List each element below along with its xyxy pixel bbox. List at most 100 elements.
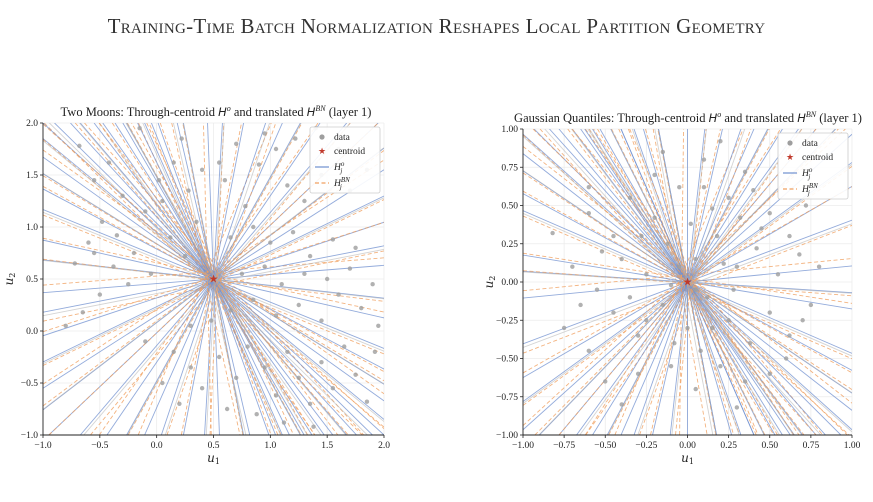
y-tick-label: −1.00 [496, 431, 518, 441]
data-point [800, 318, 805, 323]
data-point [787, 233, 792, 239]
data-point [660, 149, 666, 155]
hyperplane-ref [126, 123, 302, 435]
hyperplane-hbn [74, 123, 349, 435]
data-point [677, 184, 682, 190]
data-point [705, 295, 710, 300]
data-point [639, 233, 644, 239]
x-tick-label: −0.25 [635, 441, 657, 451]
chart-title: Gaussian Quantiles: Through-centroid Ho … [514, 110, 862, 125]
data-point [688, 221, 693, 227]
data-point [319, 360, 324, 365]
data-point [228, 235, 233, 240]
data-point [731, 287, 736, 292]
data-point [754, 246, 759, 251]
data-point [302, 198, 307, 204]
data-point [199, 386, 205, 391]
data-point [273, 313, 279, 318]
data-point [336, 292, 341, 297]
data-point [721, 261, 726, 266]
data-point [194, 219, 199, 224]
data-point [188, 365, 193, 370]
legend-ho-label: Ho j [801, 166, 813, 181]
data-point [156, 178, 162, 183]
data-point [693, 256, 698, 262]
data-point [742, 379, 748, 384]
data-point [767, 310, 772, 315]
data-point [293, 136, 298, 141]
data-point [767, 210, 772, 216]
data-point [561, 325, 567, 331]
hyperplane-hbn [614, 129, 744, 435]
data-point [701, 157, 707, 162]
x-tick-label: 0.25 [720, 441, 737, 451]
data-point [281, 420, 287, 425]
data-point [268, 240, 273, 245]
data-point [160, 380, 165, 386]
data-point [693, 386, 698, 392]
data-points [63, 126, 381, 429]
hyperplane-hbn [90, 123, 351, 435]
hyperplane-ref [637, 129, 746, 435]
centroid-marker: ★ [683, 276, 693, 289]
data-point [245, 344, 250, 349]
hyperplane-hbn [585, 129, 800, 435]
hyperplane-hbn [567, 129, 805, 435]
y-tick-label: −0.75 [496, 393, 518, 403]
data-point [784, 356, 789, 361]
x-tick-label: 0.00 [679, 441, 696, 451]
data-point [330, 386, 336, 391]
data-point [767, 371, 772, 376]
hyperplanes [523, 129, 852, 435]
data-points [550, 139, 822, 410]
data-point [234, 141, 239, 146]
x-tick-label: −0.75 [553, 441, 575, 451]
data-point [171, 160, 176, 165]
legend-centroid-label: centroid [802, 153, 833, 163]
data-point [131, 250, 137, 256]
y-tick-label: 1.00 [501, 125, 518, 135]
legend-box [309, 126, 381, 194]
data-point [353, 245, 358, 250]
data-point [742, 169, 748, 175]
y-tick-label: −0.5 [21, 379, 38, 389]
data-point [243, 204, 248, 209]
legend-centroid-marker: ★ [318, 147, 326, 157]
data-point [256, 162, 262, 167]
hyperplane-hbn [618, 129, 757, 435]
data-point [296, 302, 301, 308]
data-point [224, 406, 230, 412]
data-point [698, 348, 703, 354]
legend-box [777, 132, 849, 200]
hyperplane-ref [205, 123, 225, 435]
data-point [179, 136, 184, 141]
hyperplane-hbn [584, 129, 781, 435]
hyperplane-hbn [166, 123, 277, 435]
data-point [216, 160, 222, 165]
data-point [599, 249, 605, 254]
data-point [627, 195, 633, 201]
hyperplane-hbn [679, 129, 685, 435]
hyperplane-hbn [593, 129, 795, 435]
data-point [307, 253, 313, 259]
data-point [570, 264, 575, 269]
data-point [644, 318, 649, 323]
data-point [685, 325, 690, 331]
x-tick-label: 0.0 [151, 441, 163, 451]
data-point [635, 333, 641, 338]
data-point [803, 203, 809, 208]
data-point [168, 235, 173, 240]
legend-data-label: data [802, 139, 819, 149]
data-point [364, 399, 370, 404]
data-point [209, 318, 214, 323]
data-point [652, 215, 657, 220]
hyperplane-ref [671, 129, 707, 435]
y-tick-label: 0.00 [501, 278, 518, 288]
chart-panel-1: ★ −1.0 −0.5 0.0 0.5 1.0 1.5 2.0 −1.0 −0.5 0.0 0.5 1.… [2, 104, 390, 466]
x-tick-label: 1.5 [321, 441, 333, 451]
data-point [273, 146, 279, 152]
x-axis-label: u1 [207, 451, 220, 466]
data-point [586, 184, 591, 190]
data-point [296, 375, 301, 380]
data-point [262, 365, 267, 370]
